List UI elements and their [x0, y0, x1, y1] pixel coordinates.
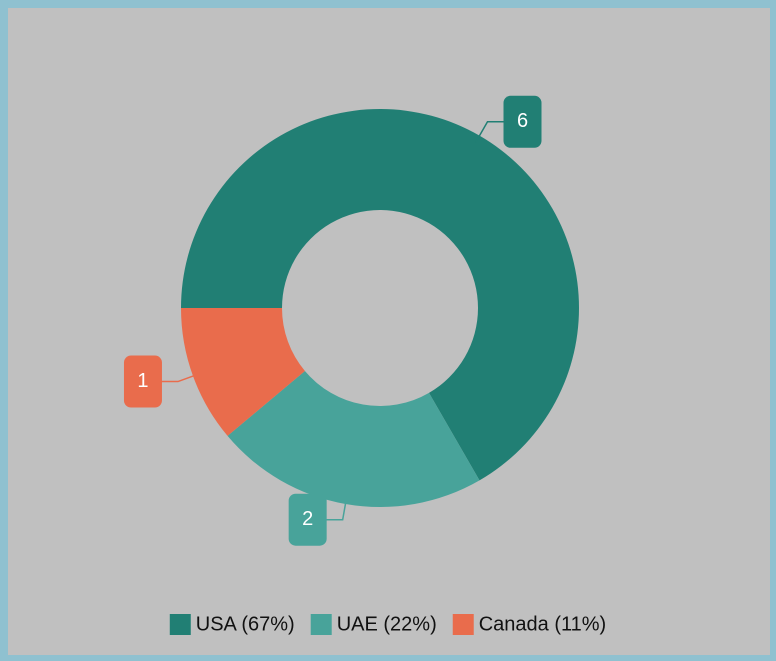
data-label: 2	[302, 508, 313, 530]
callout-box	[288, 493, 327, 546]
legend-label: USA (67%)	[196, 613, 295, 635]
data-label: 6	[517, 110, 528, 132]
callout-box	[123, 355, 162, 408]
legend-swatch	[169, 614, 191, 635]
legend-swatch	[310, 614, 332, 635]
legend-swatch	[452, 614, 474, 635]
data-label: 1	[137, 370, 148, 392]
donut-slice	[227, 370, 480, 507]
chart-background	[8, 8, 770, 655]
legend-label: UAE (22%)	[337, 613, 437, 635]
legend-label: Canada (11%)	[479, 613, 606, 635]
donut-slice	[181, 308, 305, 436]
donut-slice	[181, 108, 579, 481]
callout-box	[503, 95, 542, 148]
